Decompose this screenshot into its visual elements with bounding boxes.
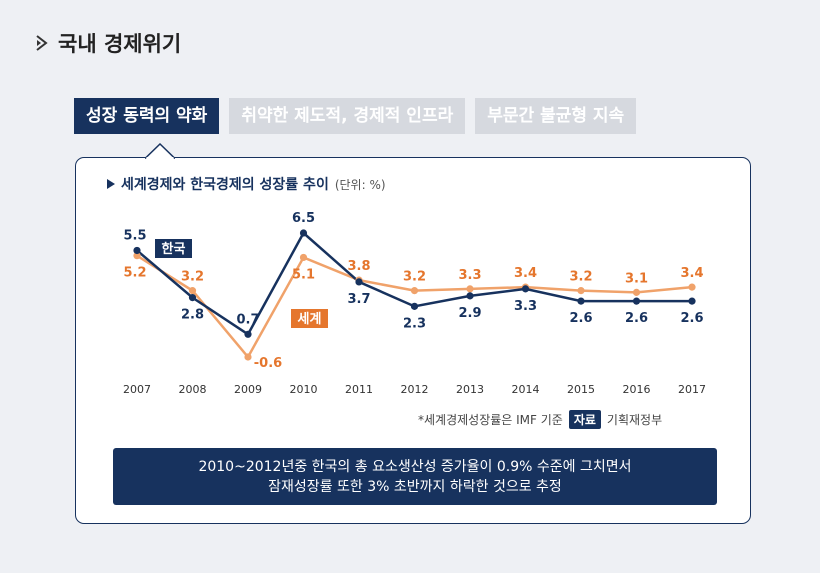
x-tick-label: 2009 bbox=[234, 383, 262, 396]
data-label-korea: 5.5 bbox=[123, 228, 146, 243]
x-tick-label: 2012 bbox=[401, 383, 429, 396]
x-tick-label: 2017 bbox=[678, 383, 706, 396]
tab-growth-weakening[interactable]: 성장 동력의 약화 bbox=[74, 98, 220, 134]
data-label-korea: 2.6 bbox=[680, 311, 703, 326]
data-point-world bbox=[188, 287, 197, 295]
x-tick-label: 2013 bbox=[456, 383, 484, 396]
data-point-world bbox=[466, 285, 474, 293]
data-label-world: 3.1 bbox=[625, 271, 648, 286]
series-tag-world-bg bbox=[291, 309, 328, 328]
data-label-world: -0.6 bbox=[254, 356, 282, 371]
data-point-world bbox=[577, 287, 585, 295]
data-point-korea bbox=[133, 246, 141, 255]
data-point-korea bbox=[355, 278, 363, 286]
triangle-bullet-icon bbox=[107, 179, 115, 189]
data-label-korea: 2.6 bbox=[625, 311, 648, 326]
data-point-world bbox=[688, 283, 696, 291]
data-point-korea bbox=[632, 297, 641, 305]
data-point-world bbox=[299, 253, 308, 262]
data-label-world: 5.2 bbox=[123, 266, 146, 281]
x-tick-label: 2011 bbox=[345, 383, 373, 396]
chart-title: 세계경제와 한국경제의 성장률 추이 (단위: %) bbox=[107, 174, 386, 194]
tab-bar: 성장 동력의 약화 취약한 제도적, 경제적 인프라 부문간 불균형 지속 bbox=[74, 98, 637, 134]
x-tick-label: 2015 bbox=[567, 383, 595, 396]
series-tag-world: 세계 bbox=[298, 312, 322, 327]
tab-sector-imbalance[interactable]: 부문간 불균형 지속 bbox=[475, 98, 637, 134]
data-label-korea: 3.3 bbox=[514, 299, 537, 314]
page-title-text: 국내 경제위기 bbox=[58, 32, 182, 56]
x-tick-label: 2008 bbox=[179, 383, 207, 396]
data-point-korea bbox=[688, 297, 696, 305]
data-point-world bbox=[410, 287, 419, 295]
data-point-korea bbox=[244, 330, 252, 338]
x-tick-label: 2010 bbox=[290, 383, 318, 396]
data-point-korea bbox=[188, 294, 197, 302]
panel-notch bbox=[145, 143, 175, 159]
data-point-world bbox=[632, 288, 641, 296]
data-point-korea bbox=[466, 292, 474, 300]
data-label-world: 3.2 bbox=[181, 270, 204, 285]
source-name: 기획재정부 bbox=[606, 413, 663, 427]
chart-title-text: 세계경제와 한국경제의 성장률 추이 bbox=[121, 177, 329, 193]
source-tag: 자료 bbox=[568, 410, 601, 429]
x-tick-label: 2016 bbox=[623, 383, 651, 396]
summary-line-2: 잠재성장률 또한 3% 초반까지 하락한 것으로 추정 bbox=[268, 478, 562, 495]
data-point-korea bbox=[577, 297, 585, 305]
data-label-korea: 0.7 bbox=[236, 312, 259, 327]
source-footnote: *세계경제성장률은 IMF 기준 bbox=[418, 413, 563, 427]
data-point-korea bbox=[410, 302, 419, 310]
data-label-world: 3.4 bbox=[514, 266, 537, 281]
data-label-world: 3.3 bbox=[458, 268, 481, 283]
series-tag-korea-bg bbox=[155, 239, 192, 258]
chart-unit: (단위: %) bbox=[334, 177, 386, 192]
data-label-korea: 2.8 bbox=[181, 308, 204, 323]
x-tick-label: 2007 bbox=[123, 383, 151, 396]
data-label-world: 3.2 bbox=[569, 270, 592, 285]
data-label-world: 3.8 bbox=[347, 259, 370, 274]
data-label-korea: 2.6 bbox=[569, 311, 592, 326]
data-point-world bbox=[133, 252, 141, 260]
x-tick-label: 2014 bbox=[512, 383, 540, 396]
data-label-korea: 6.5 bbox=[292, 211, 315, 226]
data-label-world: 3.4 bbox=[680, 266, 703, 281]
data-point-korea bbox=[299, 229, 308, 237]
summary-box: 2010~2012년중 한국의 총 요소생산성 증가율이 0.9% 수준에 그치… bbox=[113, 448, 717, 505]
data-label-korea: 2.9 bbox=[458, 306, 481, 321]
data-label-korea: 3.7 bbox=[347, 292, 370, 307]
data-label-korea: 2.3 bbox=[403, 316, 426, 331]
data-label-world: 5.1 bbox=[292, 267, 315, 282]
data-label-world: 3.2 bbox=[403, 270, 426, 285]
data-point-korea bbox=[521, 285, 530, 293]
tab-weak-infrastructure[interactable]: 취약한 제도적, 경제적 인프라 bbox=[229, 98, 466, 134]
series-tag-korea: 한국 bbox=[162, 241, 186, 257]
source-note: *세계경제성장률은 IMF 기준 자료 기획재정부 bbox=[418, 410, 662, 429]
page-title: 국내 경제위기 bbox=[34, 28, 181, 58]
arrow-right-icon bbox=[36, 35, 48, 51]
data-point-world bbox=[244, 353, 252, 361]
summary-line-1: 2010~2012년중 한국의 총 요소생산성 증가율이 0.9% 수준에 그치… bbox=[198, 458, 632, 475]
